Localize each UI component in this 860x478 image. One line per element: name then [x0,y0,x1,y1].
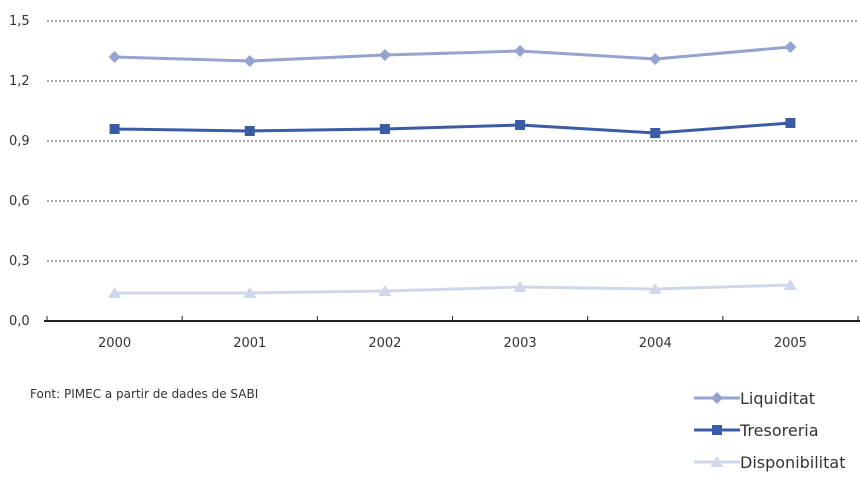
series-lines [108,41,797,298]
legend-label-liquiditat: Liquiditat [740,388,816,408]
tick-labels: 0,0 0,3 0,6 0,9 1,2 1,5 2000 2001 2002 2003 2004 20… [9,14,807,351]
x-tick-label: 2002 [368,336,401,351]
y-tick-label: 0,6 [9,194,30,209]
data-point-disponibilitat-2003 [513,281,527,292]
data-point-tresoreria-2000 [109,124,120,134]
y-tick-label: 1,2 [9,74,30,89]
y-tick-label: 0,0 [9,314,30,329]
data-point-disponibilitat-2004 [648,283,662,294]
legend-item-disponibilitat: Disponibilitat [694,446,845,478]
data-point-tresoreria-2003 [515,120,526,130]
data-point-liquiditat-2004 [649,53,662,65]
legend-label-tresoreria: Tresoreria [740,420,819,440]
x-tick-label: 2005 [774,336,807,351]
legend-swatch-liquiditat [694,392,740,404]
x-tick-label: 2000 [98,336,131,351]
data-point-tresoreria-2005 [785,118,796,128]
data-point-disponibilitat-2005 [783,279,797,290]
legend: Liquiditat Tresoreria Disponibilitat [694,382,845,478]
x-tick-label: 2004 [639,336,672,351]
data-point-liquiditat-2002 [378,49,391,61]
y-tick-label: 1,5 [9,14,30,29]
series-line-tresoreria [114,121,791,135]
data-point-disponibilitat-2000 [108,287,122,298]
data-point-tresoreria-2001 [244,126,255,136]
axes [44,316,860,322]
legend-label-disponibilitat: Disponibilitat [740,452,846,472]
gridlines [47,20,858,262]
series-line-disponibilitat [114,283,791,295]
data-point-liquiditat-2001 [243,55,256,67]
data-point-tresoreria-2002 [379,124,390,134]
legend-item-liquiditat: Liquiditat [694,382,845,414]
data-point-tresoreria-2004 [650,128,661,138]
legend-item-tresoreria: Tresoreria [694,414,845,446]
data-point-disponibilitat-2001 [243,287,257,298]
y-tick-label: 0,9 [9,134,30,149]
source-note: Font: PIMEC a partir de dades de SABI [30,387,259,401]
data-point-liquiditat-2005 [784,41,797,53]
x-tick-label: 2001 [233,336,266,351]
x-tick-label: 2003 [504,336,537,351]
legend-swatch-disponibilitat [694,456,740,467]
y-tick-label: 0,3 [9,254,30,269]
series-line-liquiditat [114,45,791,63]
data-point-disponibilitat-2002 [378,285,392,296]
data-point-liquiditat-2003 [514,45,527,57]
data-point-liquiditat-2000 [108,51,121,63]
legend-swatch-tresoreria [694,425,740,435]
